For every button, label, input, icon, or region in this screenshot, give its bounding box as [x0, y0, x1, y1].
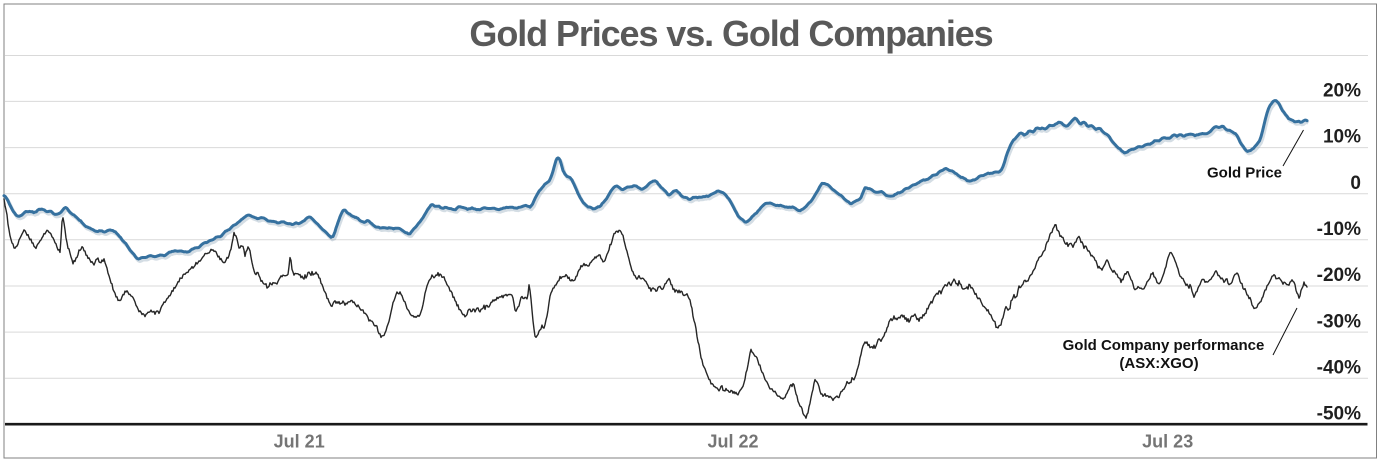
svg-text:-50%: -50% [1317, 404, 1361, 425]
svg-text:0: 0 [1350, 173, 1361, 194]
svg-text:-40%: -40% [1317, 357, 1361, 378]
svg-text:Gold Prices vs. Gold Companies: Gold Prices vs. Gold Companies [469, 13, 992, 54]
svg-text:10%: 10% [1323, 127, 1361, 148]
svg-text:Jul 23: Jul 23 [1142, 432, 1193, 452]
svg-text:20%: 20% [1323, 81, 1361, 102]
svg-text:-20%: -20% [1317, 265, 1361, 286]
svg-text:-30%: -30% [1317, 311, 1361, 332]
svg-text:Gold Company performance: Gold Company performance [1063, 337, 1265, 354]
svg-text:Jul 21: Jul 21 [274, 432, 325, 452]
svg-text:(ASX:XGO): (ASX:XGO) [1119, 355, 1198, 372]
svg-text:Jul 22: Jul 22 [707, 432, 758, 452]
svg-text:Gold Price: Gold Price [1207, 165, 1282, 182]
svg-text:-10%: -10% [1317, 219, 1361, 240]
